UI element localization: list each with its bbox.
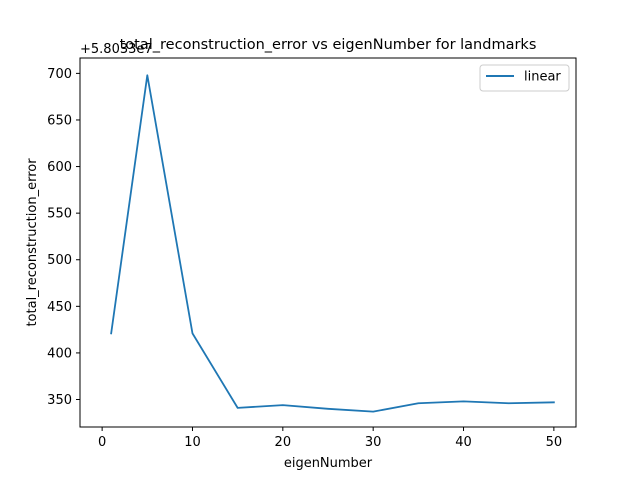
y-tick-label: 450 bbox=[47, 300, 72, 315]
y-tick-label: 400 bbox=[47, 346, 72, 361]
x-tick-label: 30 bbox=[365, 435, 382, 450]
x-tick-label: 50 bbox=[546, 435, 563, 450]
series-line-linear bbox=[110, 74, 555, 413]
legend-box bbox=[479, 64, 570, 92]
x-tick-label: 20 bbox=[275, 435, 292, 450]
y-axis: 350 400 450 500 550 600 650 700 bbox=[47, 67, 80, 408]
y-tick-label: 650 bbox=[47, 113, 72, 128]
y-tick-label: 350 bbox=[47, 393, 72, 408]
y-axis-label: total_reconstruction_error bbox=[25, 158, 40, 327]
y-tick-label: 500 bbox=[47, 253, 72, 268]
legend: linear bbox=[479, 64, 570, 92]
y-tick-label: 600 bbox=[47, 160, 72, 175]
y-tick-label: 700 bbox=[47, 67, 72, 82]
chart-title: total_reconstruction_error vs eigenNumbe… bbox=[120, 37, 537, 53]
x-tick-label: 10 bbox=[184, 435, 201, 450]
y-tick-label: 550 bbox=[47, 207, 72, 222]
x-tick-label: 0 bbox=[98, 435, 106, 450]
x-tick-label: 40 bbox=[455, 435, 472, 450]
x-axis-label: eigenNumber bbox=[284, 456, 373, 471]
legend-label-linear: linear bbox=[524, 70, 561, 85]
y-offset-text: +5.8033e7 bbox=[80, 42, 153, 57]
axes-frame bbox=[79, 57, 577, 428]
plot-area bbox=[110, 74, 555, 413]
x-axis: 0 10 20 30 40 50 bbox=[98, 427, 562, 450]
